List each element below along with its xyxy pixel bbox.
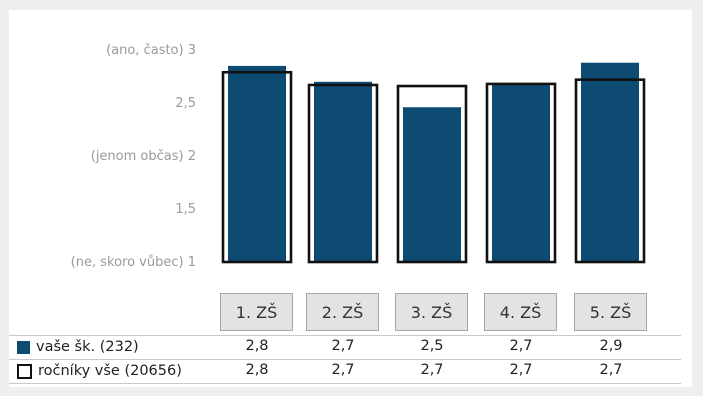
data-label: 2,7 <box>331 338 355 354</box>
legend-label: ročníky vše (20656) <box>38 363 182 379</box>
data-label: 2,7 <box>331 362 355 378</box>
data-label: 2,8 <box>245 338 269 354</box>
category-label: 4. ZŠ <box>484 293 557 331</box>
category-label: 2. ZŠ <box>306 293 379 331</box>
bar-school <box>403 107 461 263</box>
y-tick-label: 1,5 <box>175 202 196 217</box>
category-label: 1. ZŠ <box>220 293 293 331</box>
table-divider <box>9 359 681 360</box>
bar-all-outline <box>485 82 557 264</box>
bar-all-outline <box>574 78 646 264</box>
bar-all-outline <box>221 70 293 264</box>
filled-swatch-icon <box>17 340 30 354</box>
bar-school <box>492 83 550 262</box>
data-label: 2,8 <box>245 362 269 378</box>
y-tick-label: 2,5 <box>175 96 196 111</box>
legend-label: vaše šk. (232) <box>36 339 139 355</box>
bar-school <box>228 65 286 263</box>
bar-all-outline <box>307 83 379 264</box>
data-label: 2,9 <box>599 338 623 354</box>
data-label: 2,7 <box>509 338 533 354</box>
data-label: 2,5 <box>420 338 444 354</box>
table-divider <box>9 383 681 384</box>
bar-school <box>314 81 372 262</box>
category-label: 5. ZŠ <box>574 293 647 331</box>
y-tick-label: (ne, skoro vůbec) 1 <box>71 255 196 270</box>
outline-swatch-icon <box>17 363 32 379</box>
legend-series-school: vaše šk. (232) <box>17 336 139 358</box>
bar-chart: (ano, často) 3 2,5 (jenom občas) 2 1,5 (ne, … <box>71 43 646 270</box>
data-label: 2,7 <box>420 362 444 378</box>
y-tick-label: (jenom občas) 2 <box>91 149 196 164</box>
legend-series-all: ročníky vše (20656) <box>17 360 182 382</box>
data-label: 2,7 <box>599 362 623 378</box>
data-label: 2,7 <box>509 362 533 378</box>
y-tick-label: (ano, často) 3 <box>106 43 196 58</box>
table-divider <box>9 335 681 336</box>
category-label: 3. ZŠ <box>395 293 468 331</box>
chart-card: (ano, často) 3 2,5 (jenom občas) 2 1,5 (ne, … <box>9 10 692 387</box>
bar-all-outline <box>396 84 468 264</box>
bar-school <box>581 62 639 262</box>
